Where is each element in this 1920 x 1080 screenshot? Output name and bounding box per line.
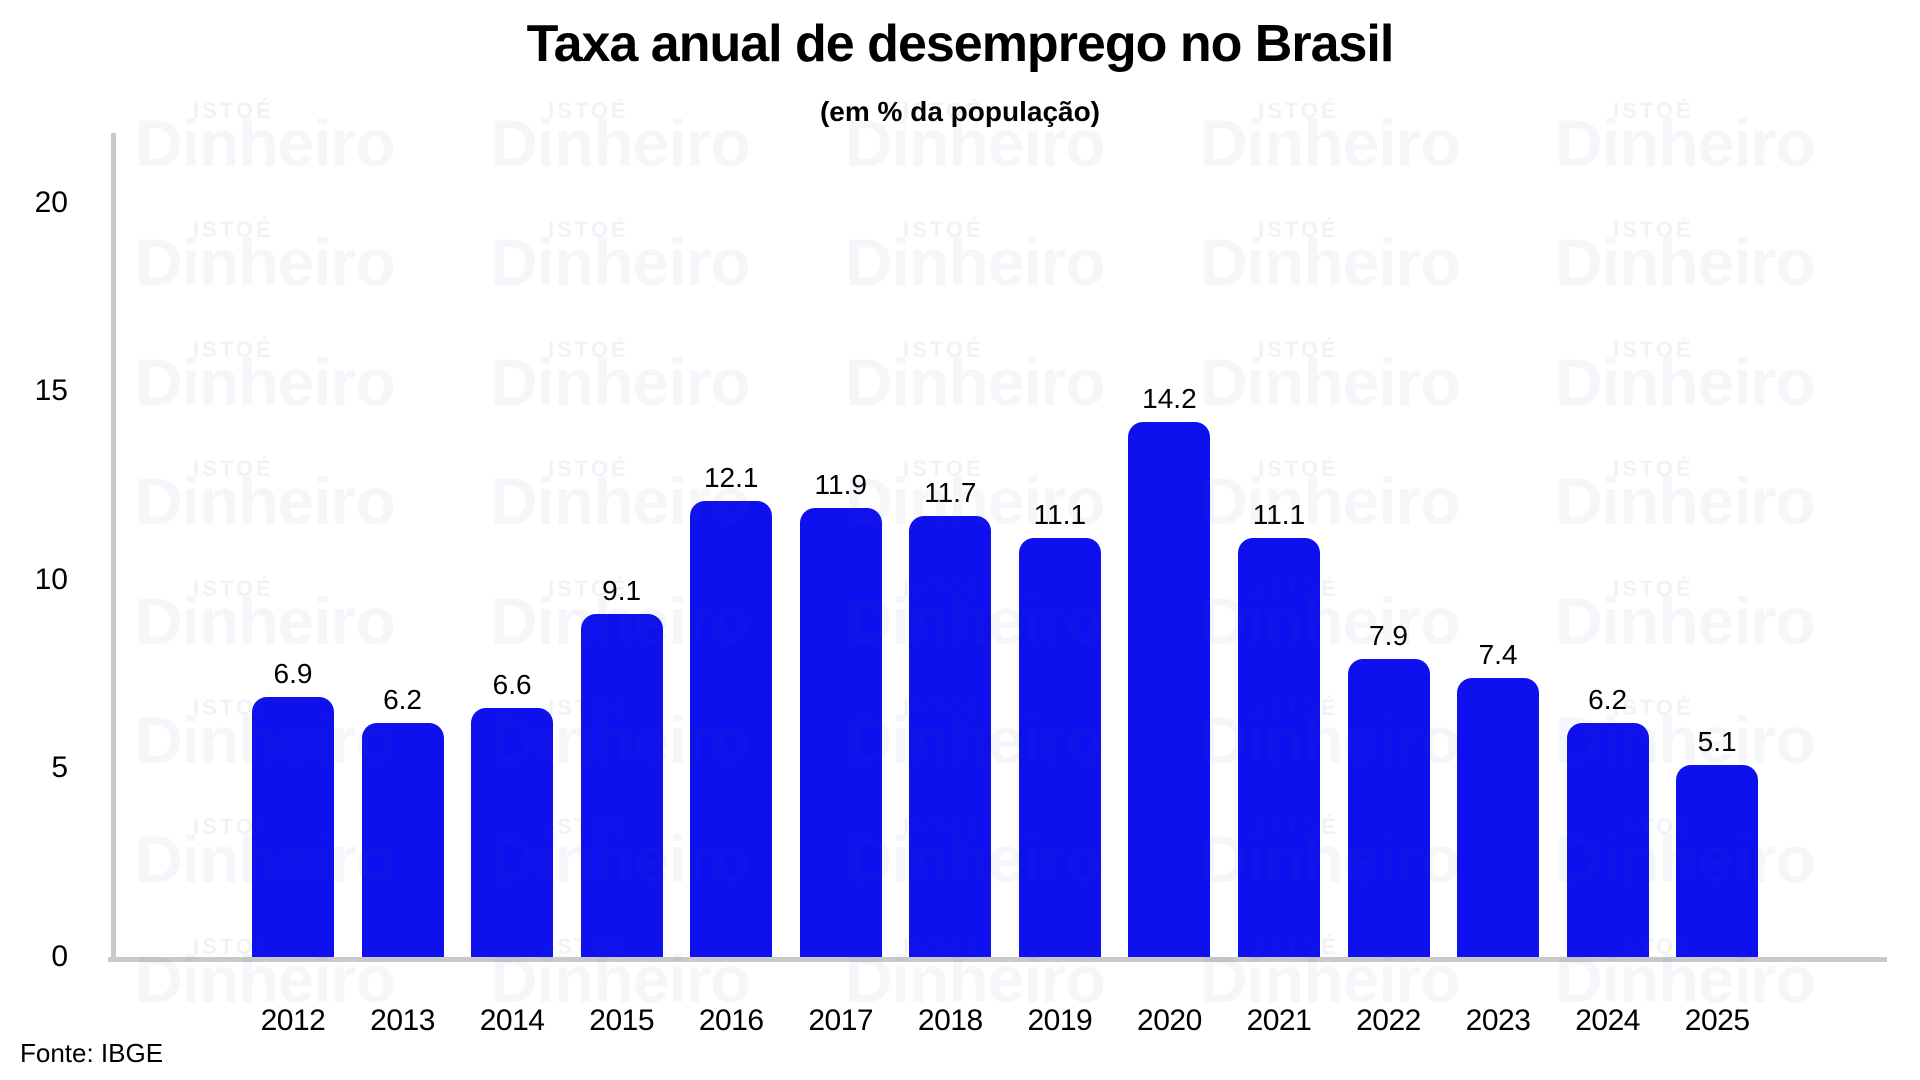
watermark-dinheiro-logo: Dinheiro [135, 583, 396, 658]
bar-2012 [252, 696, 334, 957]
bar-value-label-2016: 12.1 [703, 461, 759, 493]
watermark-dinheiro-logo: Dinheiro [490, 344, 751, 419]
watermark-istoe-logo: ISTOÉ [1613, 575, 1694, 601]
y-tick-10: 10 [34, 562, 68, 596]
watermark-istoe-logo: ISTOÉ [1258, 217, 1339, 243]
watermark-istoe-logo: ISTOÉ [548, 456, 629, 482]
watermark-istoe-logo: ISTOÉ [193, 336, 274, 362]
year-label-2017: 2017 [808, 1004, 874, 1037]
watermark-dinheiro-logo: Dinheiro [1200, 225, 1461, 300]
year-label-2013: 2013 [370, 1004, 435, 1037]
bar-value-label-2018: 11.7 [924, 476, 977, 508]
watermark-istoe-logo: ISTOÉ [193, 217, 274, 243]
bar-2017 [799, 508, 882, 957]
bar-2019 [1018, 538, 1101, 957]
bar-value-label-2021: 11.1 [1252, 499, 1306, 531]
year-label-2019: 2019 [1027, 1004, 1093, 1037]
watermark-dinheiro-logo: Dinheiro [1200, 344, 1461, 419]
bar-2014 [471, 708, 554, 957]
bar-2013 [361, 723, 444, 957]
bar-2016 [690, 500, 773, 957]
y-tick-15: 15 [34, 374, 68, 408]
watermark-dinheiro-logo: Dinheiro [1555, 583, 1816, 658]
year-label-2015: 2015 [589, 1004, 655, 1037]
watermark-dinheiro-logo: Dinheiro [135, 225, 396, 300]
bar-value-label-2017: 11.9 [814, 469, 867, 501]
bar-2020 [1128, 421, 1211, 957]
bar-2015 [580, 613, 663, 957]
watermark-dinheiro-logo: Dinheiro [1555, 225, 1816, 300]
watermark-dinheiro-logo: Dinheiro [845, 225, 1106, 300]
year-label-2016: 2016 [698, 1004, 764, 1037]
bar-value-label-2024: 6.2 [1588, 684, 1628, 716]
bar-2025 [1676, 764, 1759, 957]
y-tick-0: 0 [51, 940, 68, 973]
watermark-dinheiro-logo: Dinheiro [135, 464, 396, 539]
y-tick-20: 20 [34, 185, 68, 219]
bar-2022 [1347, 659, 1430, 957]
bar-2018 [909, 515, 992, 957]
watermark-dinheiro-logo: Dinheiro [490, 225, 751, 300]
watermark-dinheiro-logo: Dinheiro [135, 344, 396, 419]
bar-value-label-2025: 5.1 [1697, 725, 1737, 757]
bar-value-label-2019: 11.1 [1033, 499, 1087, 531]
bar-value-label-2012: 6.9 [273, 657, 313, 689]
watermark-istoe-logo: ISTOÉ [1613, 217, 1694, 243]
x-axis-baseline [108, 957, 1887, 962]
year-label-2018: 2018 [917, 1004, 983, 1037]
watermark-dinheiro-logo: Dinheiro [1555, 464, 1816, 539]
bar-2024 [1566, 723, 1649, 957]
watermark-istoe-logo: ISTOÉ [903, 336, 984, 362]
watermark-istoe-logo: ISTOÉ [1613, 456, 1694, 482]
source-note: Fonte: IBGE [20, 1038, 164, 1068]
year-label-2025: 2025 [1684, 1004, 1750, 1037]
y-axis-line [111, 133, 116, 962]
bar-value-label-2022: 7.9 [1369, 620, 1408, 652]
year-label-2014: 2014 [479, 1004, 545, 1037]
watermark-istoe-logo: ISTOÉ [548, 336, 629, 362]
watermark-dinheiro-logo: Dinheiro [1555, 344, 1816, 419]
watermark-dinheiro-logo: Dinheiro [845, 344, 1106, 419]
bar-value-label-2023: 7.4 [1478, 638, 1518, 670]
bar-value-label-2014: 6.6 [492, 669, 532, 701]
watermark-istoe-logo: ISTOÉ [1258, 456, 1339, 482]
year-label-2022: 2022 [1356, 1004, 1421, 1037]
year-label-2023: 2023 [1465, 1004, 1531, 1037]
year-label-2020: 2020 [1137, 1004, 1202, 1037]
bar-value-label-2020: 14.2 [1142, 382, 1197, 414]
bar-2021 [1237, 538, 1320, 957]
y-tick-5: 5 [51, 751, 68, 785]
chart-title: Taxa anual de desemprego no Brasil [526, 15, 1395, 73]
year-label-2012: 2012 [260, 1004, 326, 1037]
watermark-istoe-logo: ISTOÉ [193, 575, 274, 601]
watermark-istoe-logo: ISTOÉ [903, 217, 984, 243]
watermark-istoe-logo: ISTOÉ [1613, 336, 1694, 362]
watermark-istoe-logo: ISTOÉ [548, 217, 629, 243]
chart-subtitle: (em % da população) [819, 96, 1101, 127]
bar-value-label-2013: 6.2 [383, 684, 423, 716]
year-label-2021: 2021 [1246, 1004, 1312, 1037]
watermark-istoe-logo: ISTOÉ [1258, 336, 1339, 362]
bar-2023 [1457, 677, 1540, 957]
year-label-2024: 2024 [1575, 1004, 1640, 1037]
bar-value-label-2015: 9.1 [602, 574, 642, 606]
watermark-istoe-logo: ISTOÉ [193, 456, 274, 482]
